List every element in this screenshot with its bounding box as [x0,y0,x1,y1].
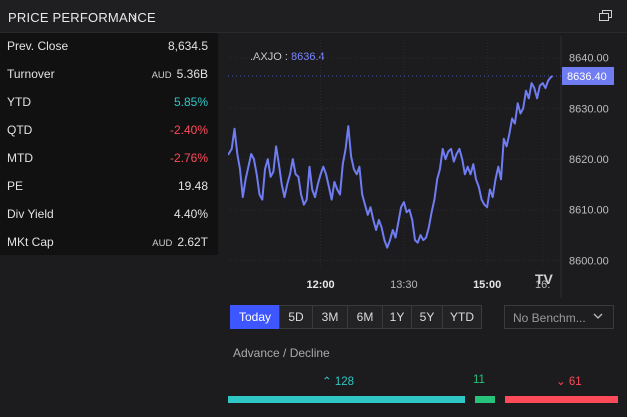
key-stats-panel: Prev. Close 8,634.5 Turnover AUD 5.36B YTD 5.8… [0,33,218,255]
y-tick-label: 8610.00 [569,205,609,217]
stat-number: 19.48 [177,179,208,193]
stat-value: 4.40% [174,207,208,221]
stat-number: 5.36B [176,67,208,81]
stat-label: MKt Cap [7,235,54,249]
x-tick-label: 13:30 [390,279,418,291]
stat-label: Prev. Close [7,39,69,53]
range-button-6m[interactable]: 6M [347,305,383,329]
price-line [228,75,554,249]
chart-legend: .AXJO : 8636.4 [250,51,325,63]
range-button-5d[interactable]: 5D [279,305,313,329]
stat-row: Prev. Close 8,634.5 [0,33,218,61]
stat-label: QTD [7,123,33,137]
unchanged-bar [474,396,496,403]
advance-count: ⌃ 128 [322,374,354,388]
range-button-ytd[interactable]: YTD [442,305,482,329]
chevron-right-icon[interactable]: › [132,8,137,24]
range-button-1y[interactable]: 1Y [382,305,412,329]
stat-value: AUD 5.36B [152,67,208,81]
decline-value: 61 [568,376,582,388]
section-title[interactable]: PRICE PERFORMANCE [8,10,156,25]
stat-row: Div Yield 4.40% [0,201,218,229]
stat-label: Div Yield [7,207,54,221]
stat-number: 8,634.5 [167,39,208,53]
unchanged-count: 11 [473,374,485,386]
currency-label: AUD [151,70,172,81]
stat-value: 8,634.5 [168,39,208,53]
symbol-value: 8636.4 [290,51,325,63]
benchmark-value: No Benchm... [513,311,586,325]
stat-value: 19.48 [178,179,208,193]
range-button-3m[interactable]: 3M [312,305,348,329]
range-button-today[interactable]: Today [230,305,280,329]
y-tick-label: 8630.00 [569,103,609,115]
y-tick-label: 8620.00 [569,154,609,166]
stat-value: -2.40% [170,123,208,137]
price-performance-header: PRICE PERFORMANCE › [0,0,627,33]
range-selector: Today 5D 3M 6M 1Y 5Y YTD [230,305,482,329]
y-tick-label: 8600.00 [569,255,609,267]
decline-bar [505,396,618,403]
stat-row: MKt Cap AUD 2.62T [0,229,218,257]
range-button-5y[interactable]: 5Y [411,305,443,329]
stat-label: YTD [7,95,31,109]
chevron-down-icon [593,313,603,319]
currency-label: AUD [152,238,173,249]
stat-number: 2.62T [177,235,208,249]
stat-number: 5.85% [173,95,208,109]
stat-row: QTD -2.40% [0,117,218,145]
last-price-marker [562,66,614,85]
stat-value: 5.85% [174,95,208,109]
stat-number: 4.40% [173,207,208,221]
advance-decline-title: Advance / Decline [233,346,330,360]
decline-count: ⌄ 61 [556,374,582,388]
tradingview-logo: TV [535,271,554,287]
x-tick-label: 12:00 [306,279,334,291]
advance-value: 128 [334,376,355,388]
arrow-up-icon: ⌃ [322,376,332,388]
stat-label: Turnover [7,67,55,81]
advance-bar [228,396,465,403]
benchmark-dropdown[interactable]: No Benchm... [504,305,614,329]
stat-value: -2.76% [170,151,208,165]
stat-value: AUD 2.62T [152,235,208,249]
stat-row: PE 19.48 [0,173,218,201]
x-tick-label: 15:00 [473,279,501,291]
popout-window-icon[interactable] [599,10,612,21]
symbol-label: .AXJO : [250,51,288,63]
x-tick-label: 16: [535,279,550,291]
stat-row: Turnover AUD 5.36B [0,61,218,89]
stat-row: YTD 5.85% [0,89,218,117]
stat-label: MTD [7,151,33,165]
last-price-label: 8636.40 [567,71,607,83]
y-tick-label: 8640.00 [569,53,609,65]
stat-label: PE [7,179,24,193]
stat-number: -2.40% [169,123,208,137]
arrow-down-icon: ⌄ [556,376,566,388]
stat-row: MTD -2.76% [0,145,218,173]
stat-number: -2.76% [169,151,208,165]
intraday-line-chart[interactable]: 8600.00 8610.00 8620.00 8630.00 8640.00 8636.… [228,36,627,298]
